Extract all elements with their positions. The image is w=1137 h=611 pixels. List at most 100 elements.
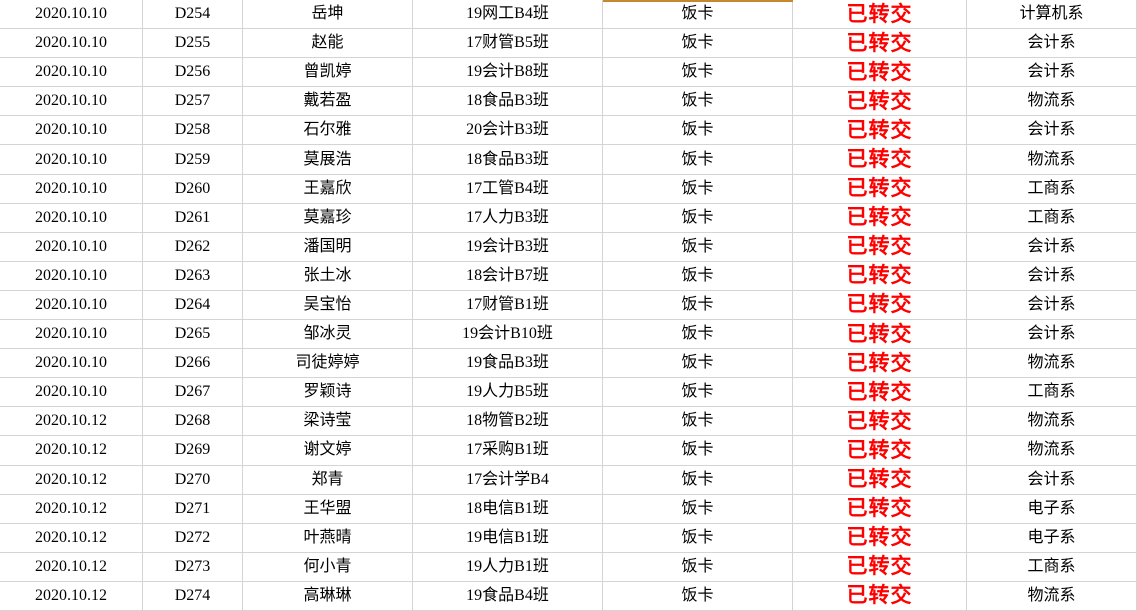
cell-class[interactable]: 19人力B5班 [413, 378, 603, 408]
cell-item[interactable]: 饭卡 [603, 320, 793, 350]
cell-status[interactable]: 已转交 [793, 29, 967, 59]
cell-date[interactable]: 2020.10.10 [0, 0, 143, 30]
cell-item[interactable]: 饭卡 [603, 203, 793, 233]
cell-department[interactable]: 物流系 [967, 436, 1137, 466]
cell-date[interactable]: 2020.10.10 [0, 378, 143, 408]
cell-date[interactable]: 2020.10.10 [0, 116, 143, 146]
cell-status[interactable]: 已转交 [793, 145, 967, 175]
cell-id[interactable]: D254 [143, 0, 243, 30]
cell-department[interactable]: 工商系 [967, 378, 1137, 408]
cell-id[interactable]: D268 [143, 407, 243, 437]
cell-date[interactable]: 2020.10.10 [0, 232, 143, 262]
cell-name[interactable]: 戴若盈 [243, 87, 413, 117]
cell-name[interactable]: 何小青 [243, 552, 413, 582]
cell-status[interactable]: 已转交 [793, 58, 967, 88]
cell-name[interactable]: 王嘉欣 [243, 174, 413, 204]
cell-name[interactable]: 石尔雅 [243, 116, 413, 146]
cell-id[interactable]: D262 [143, 232, 243, 262]
cell-item[interactable]: 饭卡 [603, 0, 793, 30]
cell-status[interactable]: 已转交 [793, 0, 967, 30]
cell-department[interactable]: 电子系 [967, 523, 1137, 553]
cell-status[interactable]: 已转交 [793, 581, 967, 611]
cell-class[interactable]: 19食品B4班 [413, 581, 603, 611]
cell-class[interactable]: 19食品B3班 [413, 349, 603, 379]
cell-id[interactable]: D255 [143, 29, 243, 59]
cell-name[interactable]: 岳坤 [243, 0, 413, 30]
cell-status[interactable]: 已转交 [793, 378, 967, 408]
cell-department[interactable]: 会计系 [967, 261, 1137, 291]
cell-class[interactable]: 17财管B1班 [413, 290, 603, 321]
cell-class[interactable]: 17工管B4班 [413, 174, 603, 204]
cell-department[interactable]: 工商系 [967, 552, 1137, 582]
cell-department[interactable]: 会计系 [967, 320, 1137, 350]
cell-id[interactable]: D273 [143, 552, 243, 582]
cell-date[interactable]: 2020.10.12 [0, 552, 143, 582]
cell-status[interactable]: 已转交 [793, 320, 967, 350]
cell-name[interactable]: 赵能 [243, 29, 413, 59]
cell-id[interactable]: D263 [143, 261, 243, 291]
cell-department[interactable]: 工商系 [967, 203, 1137, 233]
cell-id[interactable]: D265 [143, 320, 243, 350]
cell-status[interactable]: 已转交 [793, 407, 967, 437]
cell-department[interactable]: 物流系 [967, 581, 1137, 611]
cell-date[interactable]: 2020.10.10 [0, 320, 143, 350]
cell-date[interactable]: 2020.10.10 [0, 203, 143, 233]
cell-department[interactable]: 会计系 [967, 290, 1137, 321]
cell-id[interactable]: D269 [143, 436, 243, 466]
cell-name[interactable]: 谢文婷 [243, 436, 413, 466]
cell-name[interactable]: 高琳琳 [243, 581, 413, 611]
cell-date[interactable]: 2020.10.12 [0, 581, 143, 611]
cell-department[interactable]: 计算机系 [967, 0, 1137, 30]
cell-class[interactable]: 18食品B3班 [413, 145, 603, 175]
cell-date[interactable]: 2020.10.12 [0, 407, 143, 437]
cell-id[interactable]: D272 [143, 523, 243, 553]
cell-class[interactable]: 18电信B1班 [413, 494, 603, 524]
cell-date[interactable]: 2020.10.10 [0, 87, 143, 117]
cell-name[interactable]: 司徒婷婷 [243, 349, 413, 379]
cell-item[interactable]: 饭卡 [603, 378, 793, 408]
cell-item[interactable]: 饭卡 [603, 87, 793, 117]
cell-item[interactable]: 饭卡 [603, 290, 793, 321]
cell-department[interactable]: 物流系 [967, 349, 1137, 379]
cell-class[interactable]: 18物管B2班 [413, 407, 603, 437]
cell-date[interactable]: 2020.10.12 [0, 465, 143, 495]
cell-item[interactable]: 饭卡 [603, 349, 793, 379]
cell-date[interactable]: 2020.10.10 [0, 290, 143, 321]
cell-class[interactable]: 17会计学B4 [413, 465, 603, 495]
cell-department[interactable]: 会计系 [967, 58, 1137, 88]
cell-status[interactable]: 已转交 [793, 436, 967, 466]
cell-department[interactable]: 会计系 [967, 465, 1137, 495]
cell-id[interactable]: D258 [143, 116, 243, 146]
cell-department[interactable]: 会计系 [967, 116, 1137, 146]
cell-id[interactable]: D274 [143, 581, 243, 611]
cell-item[interactable]: 饭卡 [603, 116, 793, 146]
cell-name[interactable]: 叶燕晴 [243, 523, 413, 553]
cell-item[interactable]: 饭卡 [603, 436, 793, 466]
cell-date[interactable]: 2020.10.10 [0, 261, 143, 291]
cell-status[interactable]: 已转交 [793, 290, 967, 321]
cell-class[interactable]: 17财管B5班 [413, 29, 603, 59]
cell-date[interactable]: 2020.10.10 [0, 58, 143, 88]
cell-date[interactable]: 2020.10.12 [0, 436, 143, 466]
cell-name[interactable]: 潘国明 [243, 232, 413, 262]
cell-class[interactable]: 18食品B3班 [413, 87, 603, 117]
cell-date[interactable]: 2020.10.12 [0, 494, 143, 524]
cell-item[interactable]: 饭卡 [603, 494, 793, 524]
cell-id[interactable]: D270 [143, 465, 243, 495]
cell-status[interactable]: 已转交 [793, 552, 967, 582]
cell-class[interactable]: 19会计B8班 [413, 58, 603, 88]
cell-department[interactable]: 工商系 [967, 174, 1137, 204]
cell-status[interactable]: 已转交 [793, 349, 967, 379]
cell-department[interactable]: 电子系 [967, 494, 1137, 524]
cell-id[interactable]: D267 [143, 378, 243, 408]
cell-department[interactable]: 会计系 [967, 29, 1137, 59]
cell-class[interactable]: 19电信B1班 [413, 523, 603, 553]
cell-name[interactable]: 曾凯婷 [243, 58, 413, 88]
cell-status[interactable]: 已转交 [793, 203, 967, 233]
cell-status[interactable]: 已转交 [793, 116, 967, 146]
cell-id[interactable]: D266 [143, 349, 243, 379]
cell-name[interactable]: 梁诗莹 [243, 407, 413, 437]
cell-name[interactable]: 王华盟 [243, 494, 413, 524]
cell-class[interactable]: 17人力B3班 [413, 203, 603, 233]
cell-id[interactable]: D260 [143, 174, 243, 204]
